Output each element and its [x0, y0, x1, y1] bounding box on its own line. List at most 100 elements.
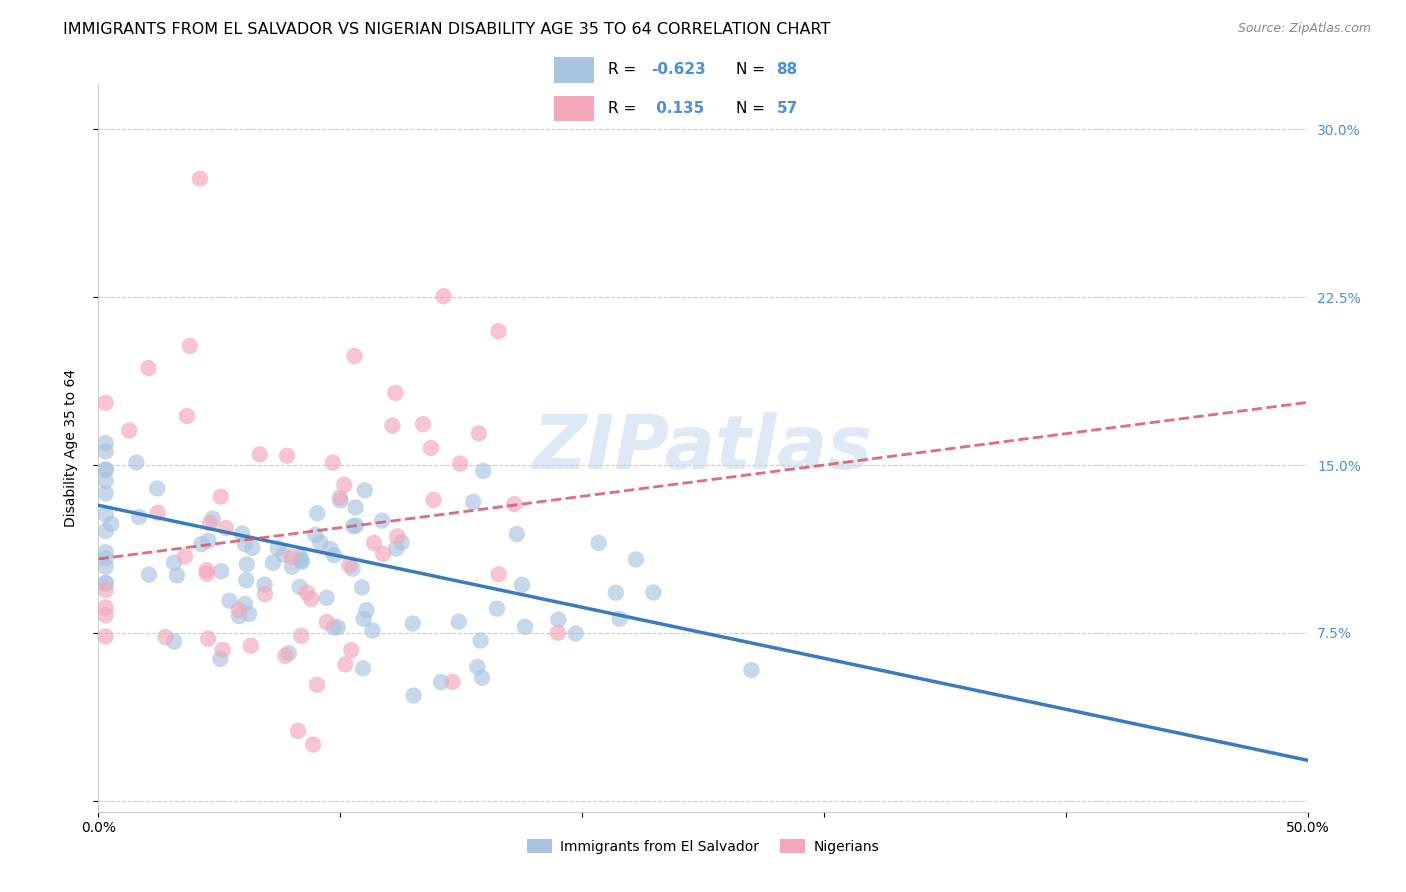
Point [94, 474, 117, 488]
Point [239, 639, 262, 653]
Point [236, 558, 259, 572]
Point [463, 495, 485, 509]
Point [197, 632, 219, 646]
Point [94, 524, 117, 538]
Point [337, 558, 360, 573]
Point [100, 516, 122, 531]
Text: IMMIGRANTS FROM EL SALVADOR VS NIGERIAN DISABILITY AGE 35 TO 64 CORRELATION CHAR: IMMIGRANTS FROM EL SALVADOR VS NIGERIAN … [63, 22, 831, 37]
Point [402, 616, 425, 631]
Point [432, 289, 454, 303]
Point [385, 541, 408, 556]
Point [485, 601, 508, 615]
Point [470, 633, 492, 648]
Text: N =: N = [737, 101, 770, 116]
Point [322, 621, 344, 635]
Point [94, 463, 117, 477]
Point [371, 547, 394, 561]
Point [506, 527, 529, 541]
Y-axis label: Disability Age 35 to 64: Disability Age 35 to 64 [63, 369, 77, 527]
Point [233, 597, 256, 611]
Point [441, 675, 464, 690]
Point [288, 580, 311, 594]
Point [319, 541, 342, 556]
Point [163, 556, 186, 570]
Point [344, 500, 367, 515]
Point [163, 634, 186, 648]
Point [209, 564, 232, 578]
Point [643, 585, 665, 599]
Point [94, 436, 117, 450]
Point [371, 514, 394, 528]
Point [233, 537, 256, 551]
Point [468, 426, 491, 441]
Point [329, 493, 352, 508]
Point [281, 559, 304, 574]
Point [430, 675, 453, 690]
Point [342, 561, 364, 575]
Point [238, 607, 260, 621]
Point [215, 521, 238, 535]
Point [176, 409, 198, 423]
Point [138, 361, 160, 376]
Point [342, 519, 364, 533]
Point [94, 559, 117, 574]
Point [218, 593, 240, 607]
Point [391, 535, 413, 549]
Point [276, 449, 298, 463]
Point [253, 587, 276, 601]
Point [447, 615, 470, 629]
Point [305, 678, 328, 692]
Text: -0.623: -0.623 [651, 62, 706, 78]
Point [513, 620, 536, 634]
Point [340, 643, 363, 657]
Point [361, 624, 384, 638]
Point [322, 456, 344, 470]
Point [188, 171, 211, 186]
Point [235, 573, 257, 587]
Point [344, 518, 367, 533]
Point [195, 563, 218, 577]
Point [146, 482, 169, 496]
Point [273, 548, 295, 562]
Point [94, 575, 117, 590]
Point [343, 349, 366, 363]
Point [209, 652, 232, 666]
Point [155, 630, 177, 644]
Point [547, 613, 569, 627]
Point [315, 591, 337, 605]
Point [387, 529, 409, 543]
Point [94, 608, 117, 623]
Text: R =: R = [607, 62, 641, 78]
Point [472, 464, 495, 478]
Point [510, 578, 533, 592]
Point [94, 600, 117, 615]
Point [335, 657, 357, 672]
Point [249, 447, 271, 461]
Point [290, 629, 312, 643]
Point [352, 661, 374, 675]
Point [740, 663, 762, 677]
Text: 88: 88 [776, 62, 797, 78]
Point [94, 444, 117, 458]
Point [449, 457, 471, 471]
Point [201, 511, 224, 525]
Point [609, 612, 631, 626]
Point [190, 537, 212, 551]
Point [503, 497, 526, 511]
Point [588, 536, 610, 550]
Text: 57: 57 [776, 101, 797, 116]
Point [353, 612, 375, 626]
Point [253, 577, 276, 591]
Point [315, 615, 337, 629]
Point [304, 528, 326, 542]
Point [467, 660, 489, 674]
Point [94, 630, 117, 644]
Point [363, 536, 385, 550]
Point [384, 385, 406, 400]
Point [333, 478, 356, 492]
Point [138, 567, 160, 582]
Point [488, 324, 510, 338]
Point [329, 491, 352, 505]
Point [291, 555, 314, 569]
Point [309, 535, 332, 549]
